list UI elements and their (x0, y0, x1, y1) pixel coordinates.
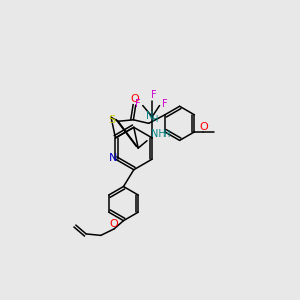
Text: H: H (164, 130, 170, 139)
Text: NH: NH (151, 129, 165, 139)
Text: O: O (110, 219, 118, 229)
Text: O: O (131, 94, 140, 103)
Text: N: N (109, 153, 117, 163)
Text: O: O (200, 122, 208, 132)
Text: F: F (151, 90, 156, 100)
Text: H: H (151, 115, 157, 124)
Text: S: S (108, 115, 115, 124)
Text: F: F (162, 99, 168, 109)
Text: N: N (146, 111, 154, 121)
Text: F: F (135, 99, 140, 109)
